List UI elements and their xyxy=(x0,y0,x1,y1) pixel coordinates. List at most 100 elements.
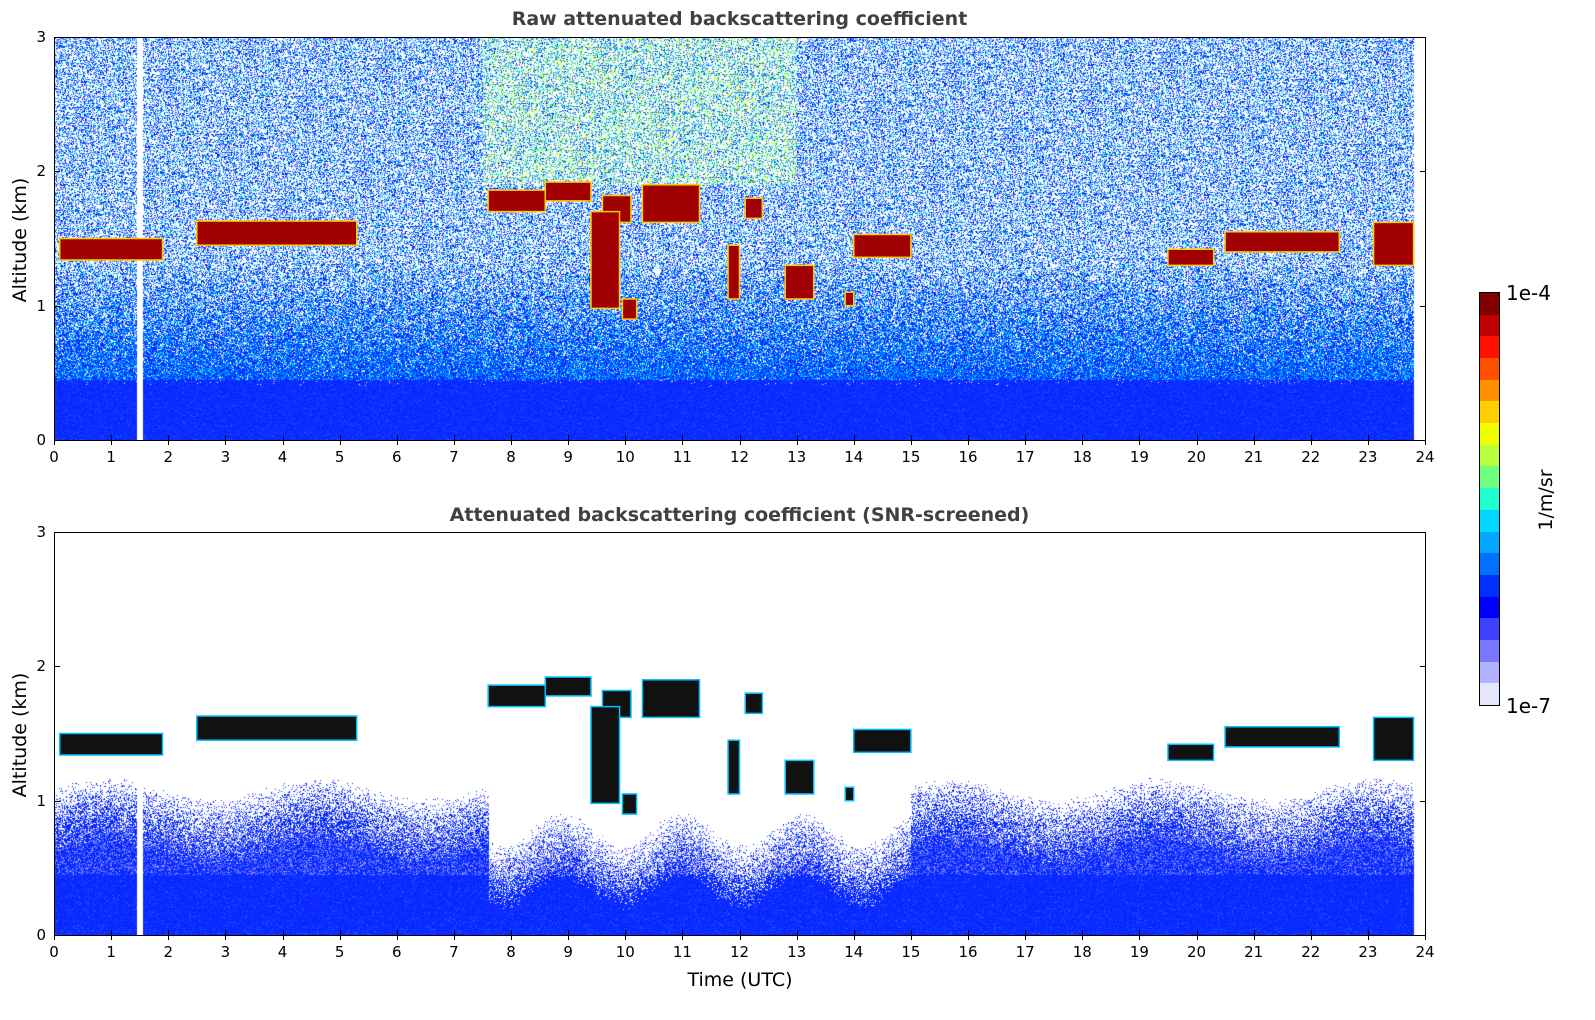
x-tick-label: 5 xyxy=(334,448,345,466)
bottom-plot-frame xyxy=(54,532,1426,936)
y-tick-label: 1 xyxy=(36,296,46,315)
x-tick-label: 1 xyxy=(106,943,116,961)
x-tick-mark xyxy=(453,930,455,940)
cloud-layer xyxy=(1372,221,1415,267)
x-tick-label: 0 xyxy=(49,448,59,466)
top-y-axis-label: Altitude (km) xyxy=(9,177,31,303)
x-tick-mark xyxy=(625,930,627,940)
x-tick-mark xyxy=(682,930,684,940)
x-tick-label: 16 xyxy=(958,943,978,961)
x-tick-label: 6 xyxy=(391,448,402,466)
colorbar-segment xyxy=(1480,401,1499,424)
x-tick-mark xyxy=(968,930,969,940)
top-chart-title: Raw attenuated backscattering coefficien… xyxy=(511,8,968,30)
y-tick-mark xyxy=(54,440,60,441)
colorbar-segment xyxy=(1480,661,1499,684)
x-tick-label: 20 xyxy=(1186,943,1207,961)
x-tick-label: 7 xyxy=(449,943,459,961)
cloud-layer xyxy=(1372,716,1415,762)
y-tick-mark xyxy=(1420,37,1426,38)
x-tick-label: 2 xyxy=(163,448,174,466)
x-tick-label: 21 xyxy=(1244,943,1264,961)
x-tick-mark xyxy=(282,435,284,445)
colorbar-segment xyxy=(1480,336,1499,358)
cloud-layer xyxy=(744,692,764,715)
y-tick-mark xyxy=(1420,440,1426,441)
y-tick-mark xyxy=(54,171,60,173)
cloud-layer xyxy=(544,181,592,202)
x-tick-label: 8 xyxy=(506,448,516,466)
x-tick-label: 15 xyxy=(901,448,921,466)
colorbar-segment xyxy=(1480,314,1499,337)
y-tick-label: 2 xyxy=(36,162,46,181)
y-tick-mark xyxy=(1420,666,1426,668)
x-tick-label: 15 xyxy=(901,943,921,961)
cloud-layer xyxy=(853,233,912,259)
x-tick-label: 13 xyxy=(787,448,807,466)
x-tick-mark xyxy=(168,930,170,940)
colorbar-segment xyxy=(1480,683,1499,705)
x-tick-mark xyxy=(396,435,398,445)
cloud-layer xyxy=(853,728,912,754)
x-tick-mark xyxy=(511,435,512,445)
x-tick-label: 20 xyxy=(1186,448,1207,466)
x-tick-label: 10 xyxy=(615,448,635,466)
x-tick-label: 3 xyxy=(220,448,231,466)
x-tick-mark xyxy=(796,930,798,940)
precipitation-streak xyxy=(727,244,741,300)
y-tick-mark xyxy=(54,935,60,936)
x-tick-label: 6 xyxy=(391,943,402,961)
colorbar-min-label: 1e-7 xyxy=(1506,694,1551,718)
x-tick-label: 7 xyxy=(449,448,459,466)
y-tick-mark xyxy=(1420,935,1426,936)
x-tick-label: 17 xyxy=(1015,943,1035,961)
colorbar xyxy=(1479,292,1500,706)
x-tick-mark xyxy=(1082,930,1084,940)
cloud-layer xyxy=(544,676,592,697)
x-tick-mark xyxy=(1310,435,1312,445)
x-tick-mark xyxy=(1310,930,1312,940)
colorbar-segment xyxy=(1480,553,1499,575)
precipitation-streak xyxy=(590,705,621,805)
y-tick-mark xyxy=(1420,532,1426,533)
x-tick-mark xyxy=(1139,930,1141,940)
x-tick-label: 18 xyxy=(1072,943,1092,961)
precipitation-streak xyxy=(784,759,815,795)
x-tick-label: 16 xyxy=(958,448,978,466)
x-tick-label: 22 xyxy=(1301,943,1321,961)
bottom-chart-title: Attenuated backscattering coefficient (S… xyxy=(449,504,1030,526)
x-tick-mark xyxy=(396,930,398,940)
x-tick-mark xyxy=(453,435,455,445)
x-tick-mark xyxy=(225,435,227,445)
y-tick-mark xyxy=(1420,305,1426,307)
colorbar-segment xyxy=(1480,423,1499,445)
x-tick-mark xyxy=(853,930,855,940)
x-tick-mark xyxy=(739,930,741,940)
x-tick-mark xyxy=(1025,930,1027,940)
x-tick-mark xyxy=(1367,930,1369,940)
x-tick-mark xyxy=(282,930,284,940)
x-tick-mark xyxy=(511,930,512,940)
x-tick-label: 1 xyxy=(106,448,116,466)
y-tick-label: 3 xyxy=(36,523,46,541)
x-tick-label: 11 xyxy=(672,943,692,961)
x-tick-mark xyxy=(339,435,341,445)
precipitation-streak xyxy=(621,793,638,815)
y-tick-mark xyxy=(54,800,60,802)
cloud-layer xyxy=(1224,231,1341,253)
x-tick-label: 12 xyxy=(729,943,750,961)
x-tick-mark xyxy=(111,435,113,445)
raw-cloud-overlay xyxy=(58,181,1415,320)
cloud-layer xyxy=(641,679,701,719)
colorbar-segment xyxy=(1480,444,1499,467)
x-tick-mark xyxy=(1253,435,1255,445)
x-tick-label: 12 xyxy=(729,448,750,466)
y-tick-label: 0 xyxy=(36,431,46,449)
x-tick-label: 24 xyxy=(1415,943,1435,961)
x-tick-mark xyxy=(1025,435,1027,445)
x-tick-mark xyxy=(1139,435,1141,445)
y-tick-mark xyxy=(54,37,60,38)
bottom-y-axis-label: Altitude (km) xyxy=(9,672,31,798)
colorbar-segment xyxy=(1480,292,1499,315)
x-tick-label: 4 xyxy=(277,448,288,466)
